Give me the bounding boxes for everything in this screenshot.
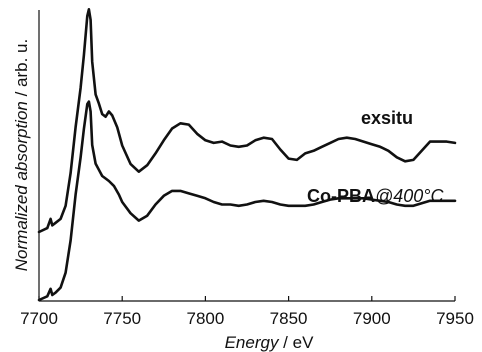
- series-label-copba-italic: @400°C: [375, 186, 445, 206]
- x-axis-label: Energy / eV: [225, 333, 314, 352]
- x-tick-label: 7900: [353, 309, 391, 328]
- series-line-1: [37, 100, 457, 302]
- x-ticks: 7700 7750 7800 7850 7900 7950: [20, 296, 474, 328]
- x-tick-label: 7800: [186, 309, 224, 328]
- axes: [38, 10, 455, 302]
- x-tick-label: 7750: [103, 309, 141, 328]
- series-group: [37, 8, 457, 302]
- series-label-copba-bold: Co-PBA: [307, 186, 375, 206]
- x-tick-label: 7850: [270, 309, 308, 328]
- y-axis-label: Normalized absorption / arb. u.: [12, 39, 31, 271]
- x-axis-label-unit: / eV: [278, 333, 314, 352]
- series-label-copba: Co-PBA@400°C: [307, 186, 445, 206]
- series-label-exsitu: exsitu: [361, 108, 413, 128]
- x-tick-label: 7950: [436, 309, 474, 328]
- series-label-exsitu-text: exsitu: [361, 108, 413, 128]
- x-tick-label: 7700: [20, 309, 58, 328]
- y-axis-label-unit: / arb. u.: [12, 39, 31, 101]
- y-axis-label-name: Normalized absorption: [12, 101, 31, 271]
- x-axis-label-name: Energy: [225, 333, 280, 352]
- series-line-0: [37, 8, 457, 234]
